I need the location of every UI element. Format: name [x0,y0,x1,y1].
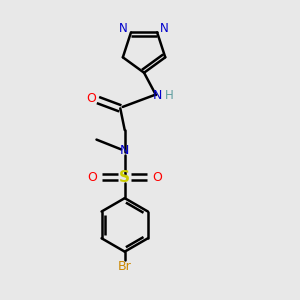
Text: O: O [88,171,98,184]
Text: N: N [153,88,162,101]
Text: N: N [119,22,128,35]
Text: O: O [152,171,162,184]
Text: S: S [119,170,130,185]
Text: H: H [165,89,174,102]
Text: O: O [86,92,96,105]
Text: Br: Br [118,260,132,273]
Text: N: N [160,22,169,35]
Text: N: N [120,144,129,157]
